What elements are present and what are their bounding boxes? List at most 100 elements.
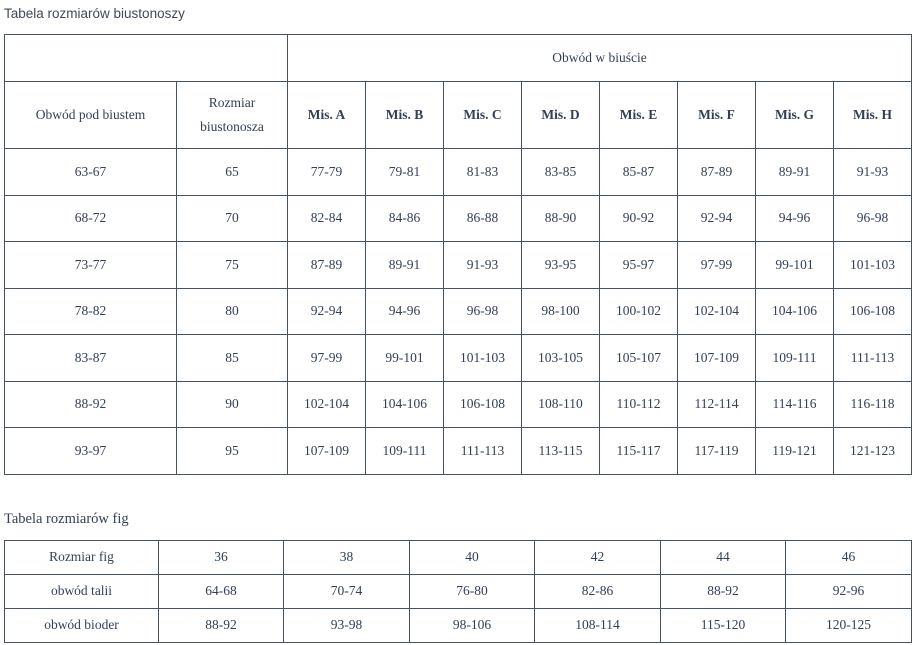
bra-table-cell: 94-96 [755, 194, 834, 242]
bra-table-cell: 97-99 [677, 241, 756, 289]
bra-table-cell: 85 [176, 334, 288, 382]
bra-table-cell: 111-113 [443, 427, 522, 475]
fig-table-body: Rozmiar fig 36 38 40 42 44 46 obwód talii 64-68 7… [4, 539, 912, 643]
bra-table-cell: 106-108 [443, 380, 522, 428]
bra-table-cell: 103-105 [521, 334, 600, 382]
bra-table-cell: 83-87 [4, 334, 177, 382]
bra-table-cell: 105-107 [599, 334, 678, 382]
bra-table-cell: 114-116 [755, 380, 834, 428]
bra-table-cell: 89-91 [755, 148, 834, 196]
empty-header-cell [4, 34, 288, 82]
bra-table-row: 68-72 70 82-84 84-86 86-88 88-90 90-92 92-94 94-… [4, 194, 912, 242]
fig-table-cell: 64-68 [158, 573, 284, 609]
cup-column-header: Mis. F [677, 81, 756, 149]
bra-table-cell: 115-117 [599, 427, 678, 475]
bra-table-cell: 101-103 [443, 334, 522, 382]
fig-table-row: obwód bioder 88-92 93-98 98-106 108-114 115-1… [4, 607, 912, 643]
bra-subheader-row: Obwód pod biustem Rozmiar biustonosza Mi… [4, 81, 912, 149]
underbust-column-header: Obwód pod biustem [4, 81, 177, 149]
bra-table-cell: 111-113 [833, 334, 912, 382]
bra-table-cell: 65 [176, 148, 288, 196]
fig-table-cell: 115-120 [660, 607, 786, 643]
bra-table-cell: 99-101 [755, 241, 834, 289]
bra-table-cell: 73-77 [4, 241, 177, 289]
cup-column-header: Mis. H [833, 81, 912, 149]
cup-column-header: Mis. A [287, 81, 366, 149]
bra-table-cell: 99-101 [365, 334, 444, 382]
bra-table-cell: 91-93 [443, 241, 522, 289]
bra-table-cell: 92-94 [677, 194, 756, 242]
fig-row-label: obwód talii [4, 573, 159, 609]
bra-table-cell: 102-104 [287, 380, 366, 428]
bra-table-cell: 117-119 [677, 427, 756, 475]
fig-row-label: Rozmiar fig [4, 539, 159, 575]
bra-table-cell: 83-85 [521, 148, 600, 196]
bra-table-cell: 104-106 [755, 287, 834, 335]
bra-table-cell: 96-98 [833, 194, 912, 242]
fig-table-cell: 120-125 [785, 607, 912, 643]
bra-table-cell: 79-81 [365, 148, 444, 196]
fig-table-cell: 40 [409, 539, 535, 575]
bra-table-cell: 113-115 [521, 427, 600, 475]
bra-table-cell: 107-109 [287, 427, 366, 475]
bra-table-cell: 119-121 [755, 427, 834, 475]
bust-circumference-header: Obwód w biuście [287, 34, 912, 82]
bra-table-cell: 63-67 [4, 148, 177, 196]
bra-table-row: 63-67 65 77-79 79-81 81-83 83-85 85-87 87-89 89-… [4, 148, 912, 196]
cup-column-header: Mis. G [755, 81, 834, 149]
fig-size-table: Rozmiar fig 36 38 40 42 44 46 obwód talii 64-68 7… [4, 539, 912, 643]
bra-table-row: 83-87 85 97-99 99-101 101-103 103-105 105-107 1… [4, 334, 912, 382]
bra-table-cell: 70 [176, 194, 288, 242]
cup-column-header: Mis. B [365, 81, 444, 149]
size-chart-page: Tabela rozmiarów biustonoszy Obwód w biu… [4, 6, 912, 643]
bra-table-cell: 104-106 [365, 380, 444, 428]
bra-table-cell: 101-103 [833, 241, 912, 289]
bra-table-cell: 78-82 [4, 287, 177, 335]
fig-table-row: Rozmiar fig 36 38 40 42 44 46 [4, 539, 912, 575]
fig-table-cell: 92-96 [785, 573, 912, 609]
fig-table-cell: 82-86 [534, 573, 661, 609]
bra-header-row-top: Obwód w biuście [4, 34, 912, 82]
bra-table-title: Tabela rozmiarów biustonoszy [4, 6, 185, 21]
fig-table-cell: 88-92 [158, 607, 284, 643]
bra-table-cell: 87-89 [287, 241, 366, 289]
bra-table-cell: 97-99 [287, 334, 366, 382]
bra-table-cell: 92-94 [287, 287, 366, 335]
bra-table-body: 63-67 65 77-79 79-81 81-83 83-85 85-87 87-89 89-… [4, 148, 912, 475]
bra-table-cell: 80 [176, 287, 288, 335]
cup-column-header: Mis. D [521, 81, 600, 149]
bra-table-cell: 82-84 [287, 194, 366, 242]
bra-table-cell: 88-90 [521, 194, 600, 242]
bra-table-cell: 116-118 [833, 380, 912, 428]
bra-table-cell: 110-112 [599, 380, 678, 428]
fig-table-row: obwód talii 64-68 70-74 76-80 82-86 88-92 92-9… [4, 573, 912, 609]
bra-table-cell: 107-109 [677, 334, 756, 382]
fig-table-cell: 46 [785, 539, 912, 575]
bra-table-cell: 91-93 [833, 148, 912, 196]
bra-table-row: 78-82 80 92-94 94-96 96-98 98-100 100-102 102-1… [4, 287, 912, 335]
bra-table-cell: 88-92 [4, 380, 177, 428]
fig-table-cell: 38 [283, 539, 410, 575]
fig-table-title: Tabela rozmiarów fig [4, 510, 129, 527]
bra-table-cell: 112-114 [677, 380, 756, 428]
bra-table-cell: 109-111 [365, 427, 444, 475]
bra-size-table: Obwód w biuście Obwód pod biustem Rozmia… [4, 34, 912, 475]
fig-table-cell: 70-74 [283, 573, 410, 609]
bra-table-cell: 93-97 [4, 427, 177, 475]
bra-table-cell: 106-108 [833, 287, 912, 335]
bra-table-cell: 85-87 [599, 148, 678, 196]
bra-table-cell: 75 [176, 241, 288, 289]
bra-table-cell: 81-83 [443, 148, 522, 196]
bra-table-cell: 93-95 [521, 241, 600, 289]
fig-table-cell: 44 [660, 539, 786, 575]
bra-table-cell: 89-91 [365, 241, 444, 289]
bra-table-cell: 96-98 [443, 287, 522, 335]
bra-table-cell: 108-110 [521, 380, 600, 428]
cup-column-header: Mis. E [599, 81, 678, 149]
bra-table-cell: 109-111 [755, 334, 834, 382]
fig-table-cell: 42 [534, 539, 661, 575]
bra-table-cell: 95 [176, 427, 288, 475]
fig-row-label: obwód bioder [4, 607, 159, 643]
fig-table-cell: 76-80 [409, 573, 535, 609]
bra-table-cell: 121-123 [833, 427, 912, 475]
